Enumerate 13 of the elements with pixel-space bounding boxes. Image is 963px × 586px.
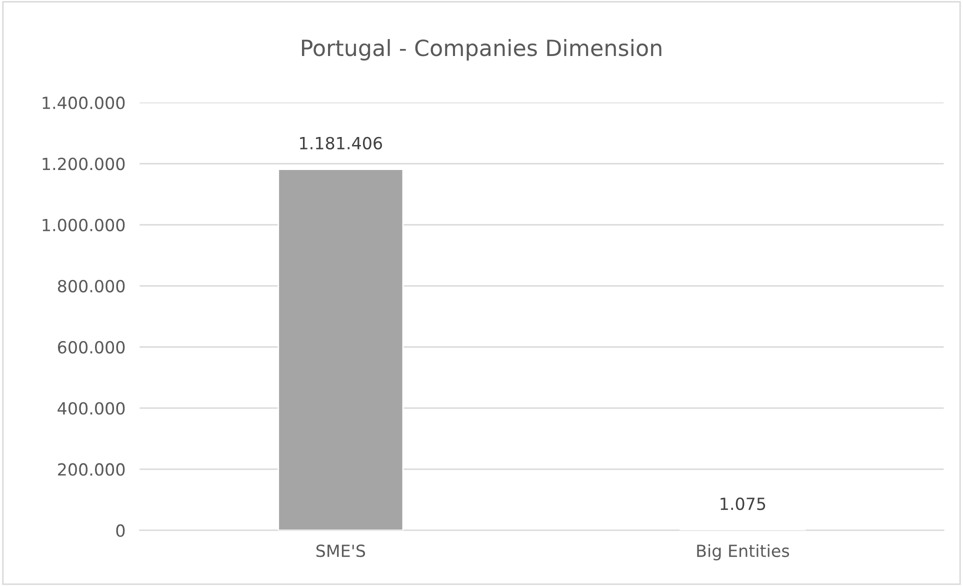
y-tick-label: 600.000: [58, 340, 125, 354]
y-tick-label: 1.000.000: [42, 218, 125, 232]
x-tick-label: Big Entities: [697, 544, 790, 560]
data-label: 1.181.406: [300, 136, 382, 150]
y-tick-label: 800.000: [58, 280, 125, 292]
y-tick-label: 1.400.000: [42, 96, 125, 110]
y-tick-label: 400.000: [58, 402, 125, 415]
x-tick-label: SME'S: [316, 544, 366, 558]
y-tick-label: 200.000: [58, 463, 125, 476]
chart-title: Portugal - Companies Dimension: [302, 39, 662, 61]
data-label: 1.075: [720, 498, 766, 510]
y-tick-label: 1.200.000: [42, 158, 125, 170]
y-tick-label: 0: [116, 524, 125, 537]
